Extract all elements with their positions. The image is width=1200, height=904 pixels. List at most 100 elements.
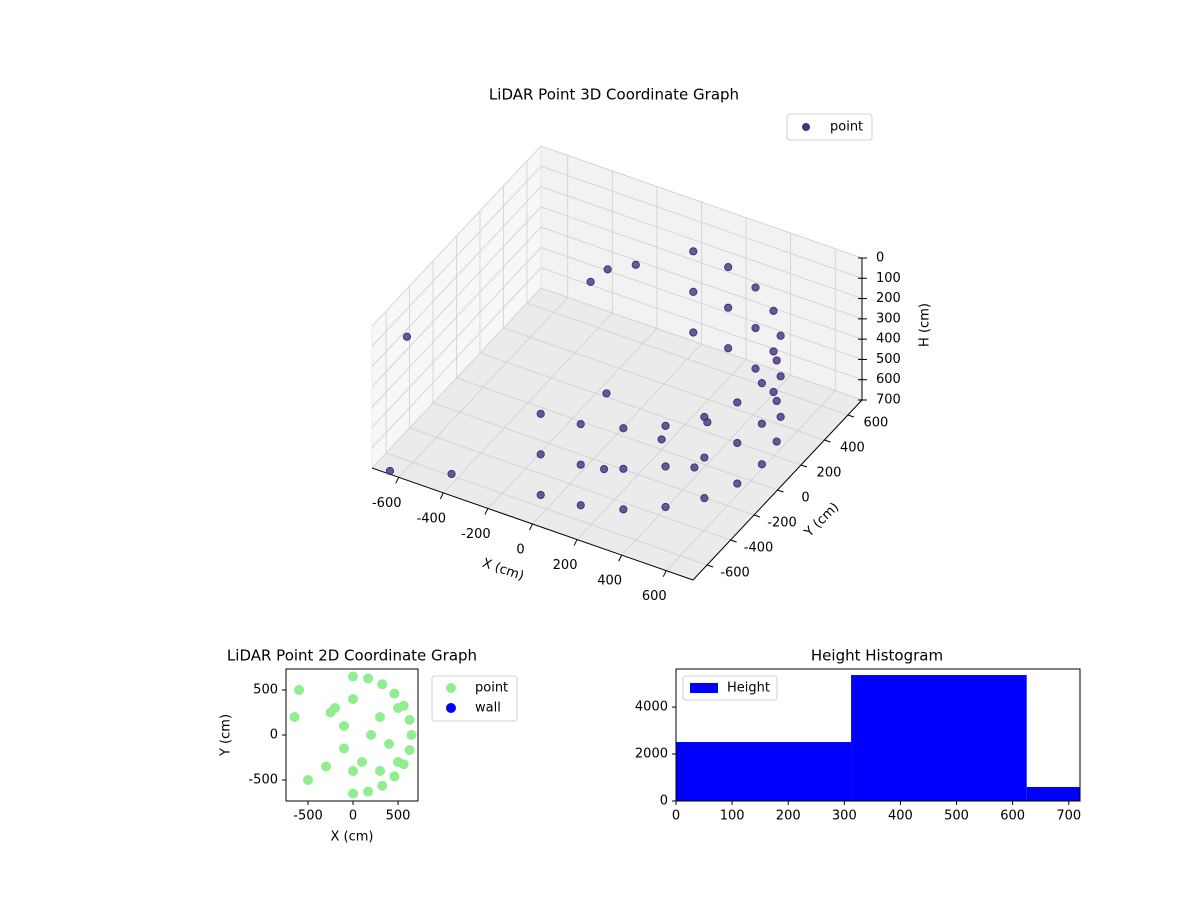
data-point <box>772 396 781 406</box>
y-tick-label: 0 <box>660 794 668 809</box>
data-point <box>661 502 670 512</box>
grid-line <box>540 267 863 381</box>
data-point <box>724 344 733 353</box>
y-axis <box>692 399 863 581</box>
data-point <box>303 775 314 786</box>
data-point <box>393 702 404 713</box>
bar <box>1026 787 1080 801</box>
grid-line <box>503 327 825 441</box>
data-point <box>389 688 400 699</box>
data-point <box>603 265 612 274</box>
tick-mark <box>706 564 714 568</box>
z-tick-label: 500 <box>876 352 901 367</box>
bar <box>851 675 1027 801</box>
x-axis-label: X (cm) <box>331 830 374 845</box>
chart-title: LiDAR Point 3D Coordinate Graph <box>489 86 739 104</box>
data-point <box>700 453 709 462</box>
data-point <box>384 739 395 750</box>
z-tick-label: 200 <box>876 291 901 306</box>
data-point <box>769 387 778 397</box>
y-tick-label: 500 <box>253 682 278 697</box>
grid-line <box>371 267 542 448</box>
grid-line <box>371 287 542 469</box>
data-point <box>447 469 456 479</box>
data-point <box>751 364 760 373</box>
data-point <box>536 409 545 418</box>
y-tick-label: -200 <box>767 516 797 531</box>
x-tick-label: 500 <box>944 809 969 824</box>
data-point <box>294 684 305 695</box>
data-point <box>689 247 698 256</box>
data-point <box>776 372 785 381</box>
data-point <box>757 460 766 469</box>
data-point <box>751 323 760 333</box>
plot-frame <box>675 668 1081 802</box>
y-tick-label: -400 <box>744 541 774 556</box>
data-point <box>724 263 733 272</box>
data-point <box>599 465 609 474</box>
data-point <box>348 671 359 682</box>
tick-mark <box>753 514 761 518</box>
data-point <box>363 786 374 797</box>
data-point <box>733 438 742 448</box>
grid-line <box>371 186 542 367</box>
data-point <box>357 757 368 768</box>
grid-line <box>371 206 542 388</box>
z-tick-label: 100 <box>876 271 901 286</box>
data-point <box>619 464 628 473</box>
grid-line <box>371 226 542 408</box>
data-point <box>377 679 388 690</box>
data-point <box>776 331 785 340</box>
x-axis <box>371 467 694 581</box>
data-point <box>576 501 585 510</box>
legend-label: Height <box>727 681 770 696</box>
data-point <box>757 379 766 388</box>
data-point <box>406 730 417 740</box>
tick-mark <box>573 539 578 546</box>
tick-mark <box>439 492 444 500</box>
x-axis-label: X (cm) <box>480 556 526 584</box>
data-point <box>363 673 374 684</box>
data-point <box>772 356 781 365</box>
grid-line <box>540 186 863 299</box>
x-tick-label: 400 <box>888 809 913 824</box>
z-axis-label: H (cm) <box>918 303 933 347</box>
legend-label: point <box>830 120 863 135</box>
data-point <box>776 412 785 421</box>
data-point <box>772 437 781 446</box>
data-point <box>661 421 670 430</box>
data-point <box>619 424 628 433</box>
data-point <box>690 463 699 472</box>
data-point <box>619 505 628 514</box>
y-tick-label: 2000 <box>635 747 668 762</box>
data-point <box>576 460 585 469</box>
tick-mark <box>662 570 667 577</box>
tick-mark <box>847 414 855 418</box>
data-point <box>375 711 386 722</box>
grid-line <box>456 377 778 491</box>
grid-line <box>526 302 849 416</box>
data-point <box>402 332 412 341</box>
grid-line <box>540 165 863 279</box>
x-tick-label: 300 <box>832 809 857 824</box>
data-point <box>321 761 332 772</box>
data-point <box>348 788 359 799</box>
x-tick-label: 400 <box>597 574 622 589</box>
grid-line <box>540 226 863 340</box>
y-tick-label: 400 <box>840 441 865 456</box>
x-tick-label: -200 <box>461 527 491 542</box>
x-tick-label: 100 <box>720 809 745 824</box>
data-point <box>733 398 742 407</box>
tick-mark <box>824 439 831 443</box>
data-point <box>339 720 350 731</box>
grid-line <box>432 402 755 516</box>
x-tick-label: 0 <box>672 809 680 824</box>
data-point <box>657 435 666 444</box>
y-tick-label: -600 <box>720 566 750 581</box>
tick-mark <box>618 554 623 562</box>
tick-mark <box>395 477 400 484</box>
data-point <box>325 707 336 718</box>
x-tick-label: 200 <box>776 809 801 824</box>
data-point <box>393 757 404 768</box>
